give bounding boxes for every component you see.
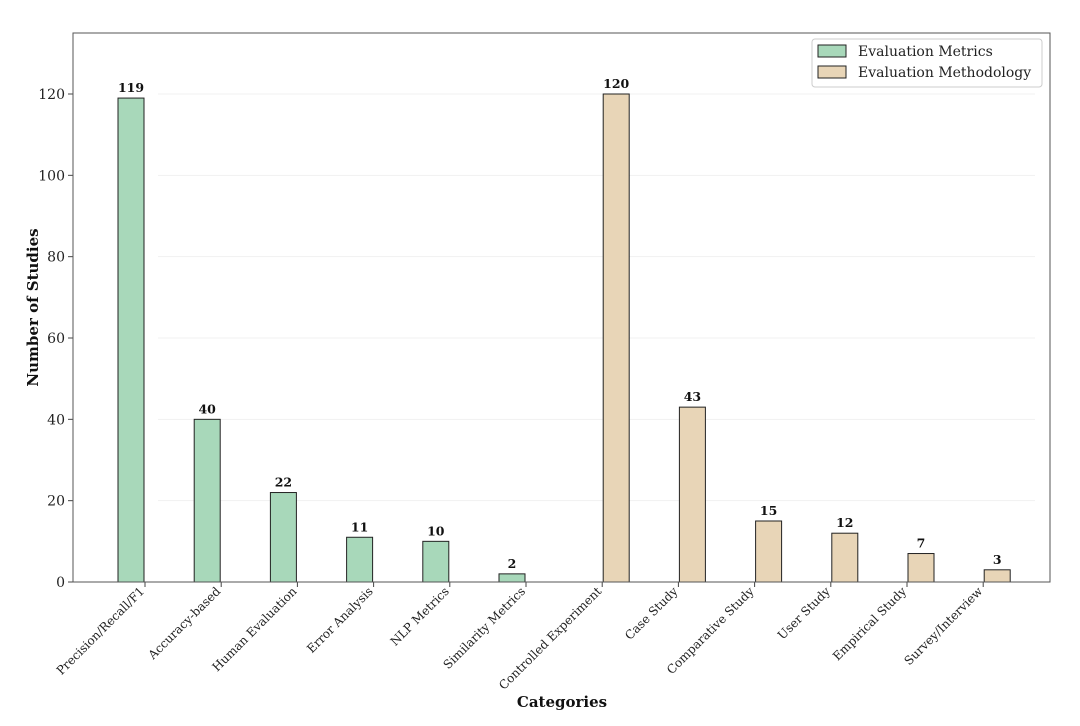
legend-box [811, 38, 1043, 88]
y-tick-label: 120 [38, 87, 65, 103]
y-tick-label: 0 [56, 575, 65, 591]
value-label: 12 [836, 515, 853, 530]
plot-frame [72, 32, 1051, 583]
x-tick-label: Error Analysis [304, 584, 376, 656]
x-tick-label: Human Evaluation [210, 584, 300, 674]
bar [831, 532, 859, 583]
x-tick-label: Similarity Metrics [440, 584, 528, 672]
y-tick-label: 80 [47, 250, 65, 266]
value-label: 22 [275, 475, 292, 490]
value-label: 119 [118, 80, 144, 95]
bar [678, 406, 706, 583]
bar [269, 492, 297, 583]
legend: Evaluation Metrics Evaluation Methodolog… [811, 38, 1043, 88]
y-tick-label: 100 [38, 168, 65, 184]
x-tick-label: NLP Metrics [388, 584, 452, 648]
y-tick-label: 60 [47, 331, 65, 347]
y-axis-title: Number of Studies [24, 228, 42, 386]
x-tick-label: Comparative Study [664, 584, 757, 677]
bar [422, 540, 450, 583]
legend-label-evaluation-methodology: Evaluation Methodology [858, 65, 1031, 81]
x-tick-label: Case Study [622, 584, 681, 643]
value-label: 3 [993, 552, 1002, 567]
value-label: 43 [684, 389, 701, 404]
value-label: 40 [198, 401, 216, 416]
bar [907, 553, 935, 583]
bar [117, 97, 145, 583]
value-label: 10 [427, 523, 445, 538]
value-labels: 119 40 22 11 10 2 120 43 15 12 7 3 [118, 76, 1002, 571]
bar [346, 536, 374, 583]
y-tick-label: 40 [47, 412, 65, 428]
x-axis-title: Categories [517, 693, 607, 711]
grid-lines [158, 93, 1035, 502]
value-label: 120 [603, 76, 629, 91]
x-tick-label: Accuracy-based [145, 584, 224, 663]
bar [755, 520, 783, 583]
value-label: 2 [508, 556, 517, 571]
bar [602, 93, 630, 583]
bar [498, 573, 526, 583]
legend-label-evaluation-metrics: Evaluation Metrics [858, 44, 993, 60]
value-label: 11 [351, 519, 368, 534]
legend-swatch-evaluation-metrics [817, 44, 847, 58]
x-tick-label: Empirical Study [830, 584, 909, 663]
value-label: 15 [760, 503, 777, 518]
bar [983, 569, 1011, 583]
y-tick-label: 20 [47, 494, 65, 510]
x-tick-label: Precision/Recall/F1 [54, 584, 147, 677]
bar [193, 418, 221, 583]
x-tick-label: Survey/Interview [902, 584, 986, 668]
y-axis-ticks: 0 20 40 60 80 100 120 [38, 87, 73, 591]
value-label: 7 [917, 536, 926, 551]
x-tick-label: User Study [775, 584, 833, 642]
bars [117, 93, 1011, 583]
legend-swatch-evaluation-methodology [817, 65, 847, 79]
